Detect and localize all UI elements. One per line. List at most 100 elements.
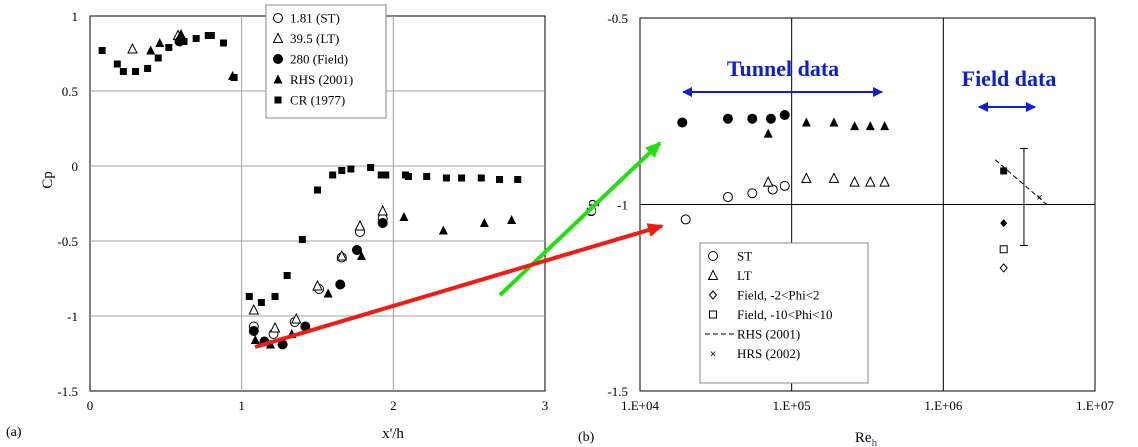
legend-marker: [273, 74, 283, 84]
panel-b-label: (b): [578, 430, 595, 445]
data-point-triangle-open: [248, 303, 260, 315]
data-point-square-filled: [283, 272, 291, 279]
x-tick-label: 3: [542, 398, 549, 413]
data-point-square-filled: [477, 174, 485, 182]
x-tick-label: 0: [87, 398, 94, 413]
data-point-triangle-filled: [155, 38, 165, 47]
data-point-square-filled: [271, 293, 279, 300]
y-tick-label: -1.5: [607, 384, 628, 399]
data-point-square-filled: [329, 171, 337, 179]
legend-label: RHS (2001): [290, 72, 353, 87]
data-point-triangle-open: [354, 219, 366, 231]
data-point-square-filled: [207, 32, 215, 39]
panel-b-legend-box: [699, 242, 869, 384]
data-point-triangle-filled: [801, 117, 811, 127]
legend-label: Field, -2<Phi<2: [737, 288, 820, 303]
panel-a: 0 1 2 3 1 0.5 0 -0.5 -1 -1.5 1.81 (ST) 39.5 (LT) 28…: [6, 4, 548, 442]
data-point-diamond-open: [999, 263, 1008, 273]
legend-marker: [273, 13, 283, 23]
data-point-circle-open: [747, 188, 758, 199]
data-point-square-filled: [338, 167, 346, 174]
data-point-square-filled: [423, 173, 431, 180]
data-point-circle-filled: [277, 339, 288, 350]
data-point-triangle-filled: [356, 251, 366, 260]
legend-label: LT: [737, 268, 752, 283]
legend-label: Field, -10<Phi<10: [737, 307, 833, 322]
x-tick-label: 1.E+06: [924, 398, 963, 413]
data-point-triangle-open: [828, 172, 840, 183]
data-point-square-filled: [113, 60, 121, 68]
panel-a-label: (a): [6, 425, 22, 440]
tunnel-data-annotation: Tunnel data: [727, 56, 839, 81]
data-point-square-filled: [367, 164, 375, 171]
data-point-circle-filled: [335, 279, 346, 290]
data-point-triangle-filled: [763, 128, 773, 138]
y-tick-label: -0.5: [57, 234, 78, 249]
panel-b-x-axis-label: Reh: [855, 430, 878, 447]
panel-b-legend: ST LT Field, -2<Phi<2 Field, -10<Phi<10 RHS …: [699, 242, 869, 384]
data-point-triangle-filled: [438, 225, 448, 235]
data-point-square-filled: [298, 236, 306, 243]
data-point-circle-filled: [765, 113, 776, 124]
data-point-circle-filled: [351, 245, 362, 255]
y-tick-label: 0.5: [62, 84, 78, 99]
field-data-annotation: Field data: [962, 66, 1057, 91]
data-point-triangle-open: [312, 279, 323, 291]
legend-label: 39.5 (LT): [290, 31, 339, 46]
data-point-square-filled: [119, 68, 127, 75]
data-point-square-filled: [442, 174, 450, 182]
legend-label: HRS (2002): [737, 346, 800, 361]
panel-a-y-axis-label: Cp: [40, 171, 56, 189]
data-point-circle-open: [680, 214, 691, 225]
data-point-square-filled: [245, 293, 253, 300]
data-point-triangle-open: [127, 42, 138, 54]
x-tick-label: 1.E+07: [1076, 398, 1115, 413]
panel-b: 1.E+04 1.E+05 1.E+06 1.E+07 -0.5 -1 -1.5 × Tun…: [578, 11, 1115, 447]
x-tick-label: 2: [390, 398, 397, 413]
data-point-square-filled: [377, 171, 385, 179]
data-point-asterisk: ×: [1036, 192, 1042, 204]
legend-label: CR (1977): [290, 93, 345, 108]
legend-marker: ×: [710, 349, 716, 361]
panel-a-tick-labels: 0 1 2 3 1 0.5 0 -0.5 -1 -1.5: [57, 9, 548, 413]
data-point-circle-filled: [779, 109, 790, 120]
x-tick-label: 1: [238, 398, 245, 413]
panel-a-x-axis-label: x'/h: [382, 426, 404, 442]
data-point-square-filled: [154, 54, 162, 62]
green-connector-arrow: [498, 141, 662, 297]
data-point-triangle-open: [879, 176, 890, 187]
data-point-triangle-open: [290, 312, 302, 324]
data-point-triangle-filled: [829, 117, 839, 127]
data-point-square-filled: [180, 38, 188, 45]
data-point-circle-open: [722, 192, 733, 203]
data-point-triangle-filled: [399, 212, 409, 221]
data-point-square-filled: [382, 171, 390, 179]
legend-label: RHS (2001): [737, 327, 800, 342]
panel-a-gridlines: [90, 16, 545, 391]
legend-marker: [707, 269, 719, 280]
data-point-square-filled: [496, 176, 503, 183]
y-tick-label: -1: [617, 198, 628, 213]
data-point-circle-filled: [300, 321, 311, 332]
data-point-triangle-open: [336, 249, 348, 261]
data-point-square-filled: [165, 44, 173, 51]
data-point-square-filled: [347, 165, 355, 173]
x-tick-label: 1.E+05: [773, 398, 811, 413]
data-point-triangle-open: [269, 321, 281, 333]
data-point-triangle-filled: [250, 335, 260, 344]
panel-b-tick-labels: 1.E+04 1.E+05 1.E+06 1.E+07 -0.5 -1 -1.5: [607, 11, 1114, 413]
data-point-triangle-open: [864, 176, 876, 187]
red-connector-arrow: [254, 223, 664, 349]
legend-marker: [274, 96, 282, 104]
data-point-diamond-filled: [1000, 219, 1008, 228]
data-point-circle-filled: [248, 326, 259, 336]
data-point-circle-open: [767, 184, 778, 195]
legend-label: 1.81 (ST): [290, 11, 340, 26]
legend-marker: [708, 290, 718, 300]
rhs-2001-line: [994, 159, 1047, 205]
legend-marker: [709, 310, 717, 319]
legend-marker: [708, 251, 718, 261]
data-point-circle-filled: [722, 113, 733, 124]
data-point-square-filled: [1000, 167, 1008, 175]
